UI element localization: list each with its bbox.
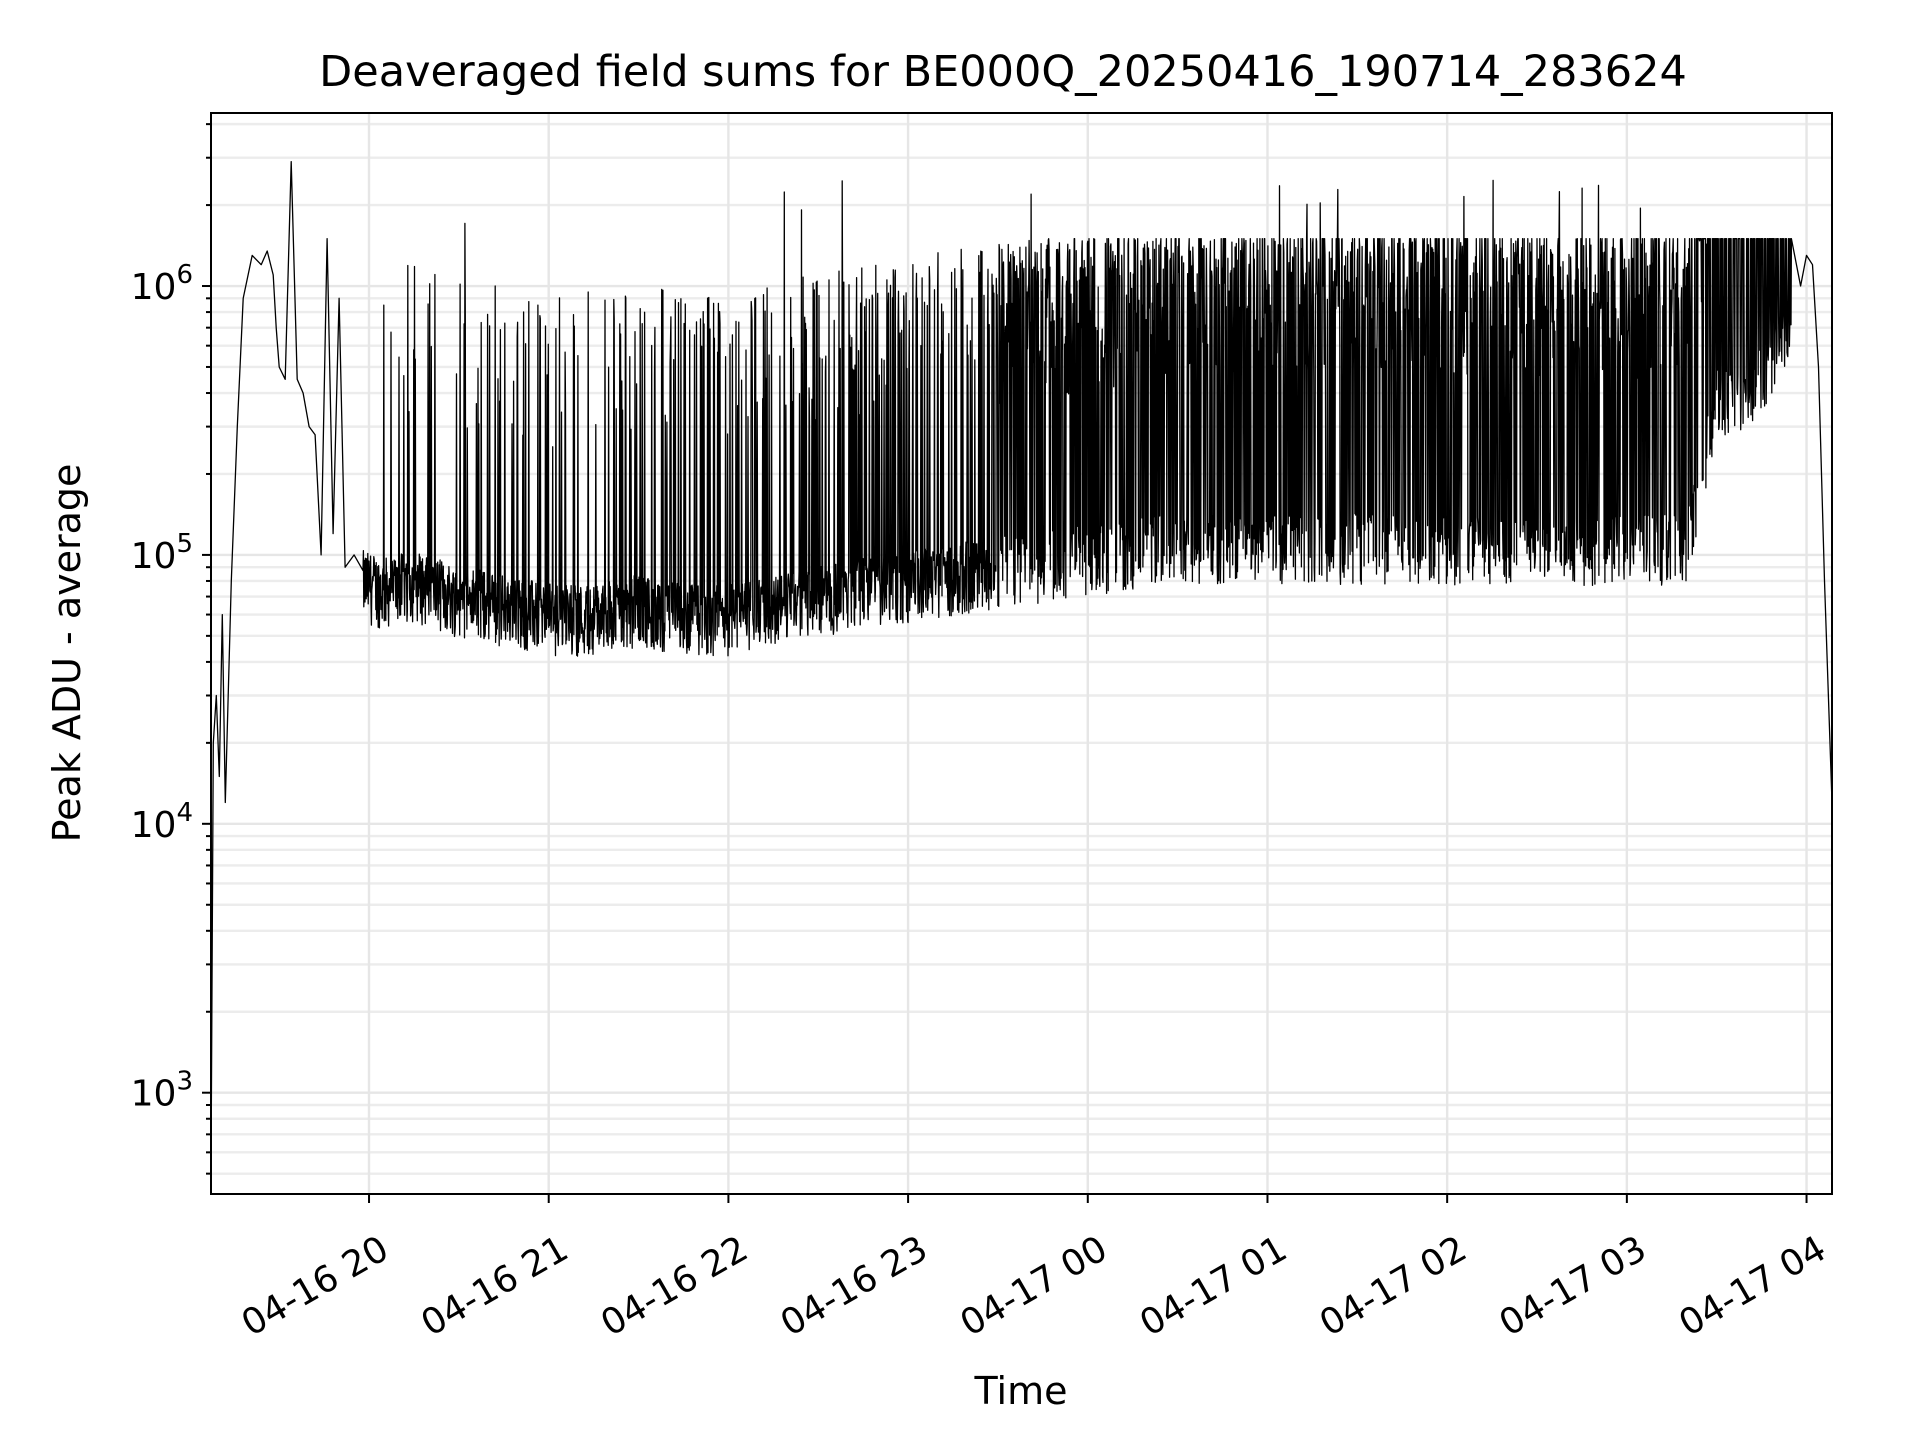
series-line [210,161,1833,1174]
plot-frame [210,112,1833,1195]
series-layer [210,161,1833,1174]
x-tick-label: 04-16 20 [235,1228,396,1344]
x-axis-label: Time [974,1369,1068,1413]
y-tick-label: 106 [131,260,193,308]
y-tick-label: 103 [131,1067,193,1115]
chart-title: Deaveraged field sums for BE000Q_2025041… [319,47,1687,97]
y-axis-ticks: 103 104 105 106 [131,123,211,1175]
x-tick-label: 04-17 01 [1133,1228,1294,1344]
plot-grid [211,113,1832,1194]
x-tick-label: 04-16 23 [774,1228,935,1344]
x-tick-label: 04-17 02 [1313,1228,1474,1344]
y-axis-label: Peak ADU - average [45,464,89,843]
x-tick-label: 04-16 21 [415,1228,576,1344]
y-tick-label: 104 [131,798,193,846]
x-tick-label: 04-17 04 [1672,1228,1833,1344]
x-axis-ticks: 04-16 20 04-16 21 04-16 22 04-16 23 04-17 00… [235,1194,1833,1345]
x-tick-label: 04-17 03 [1493,1228,1654,1344]
x-tick-label: 04-17 00 [954,1228,1115,1344]
x-tick-label: 04-16 22 [594,1228,755,1344]
y-tick-label: 105 [131,529,193,577]
